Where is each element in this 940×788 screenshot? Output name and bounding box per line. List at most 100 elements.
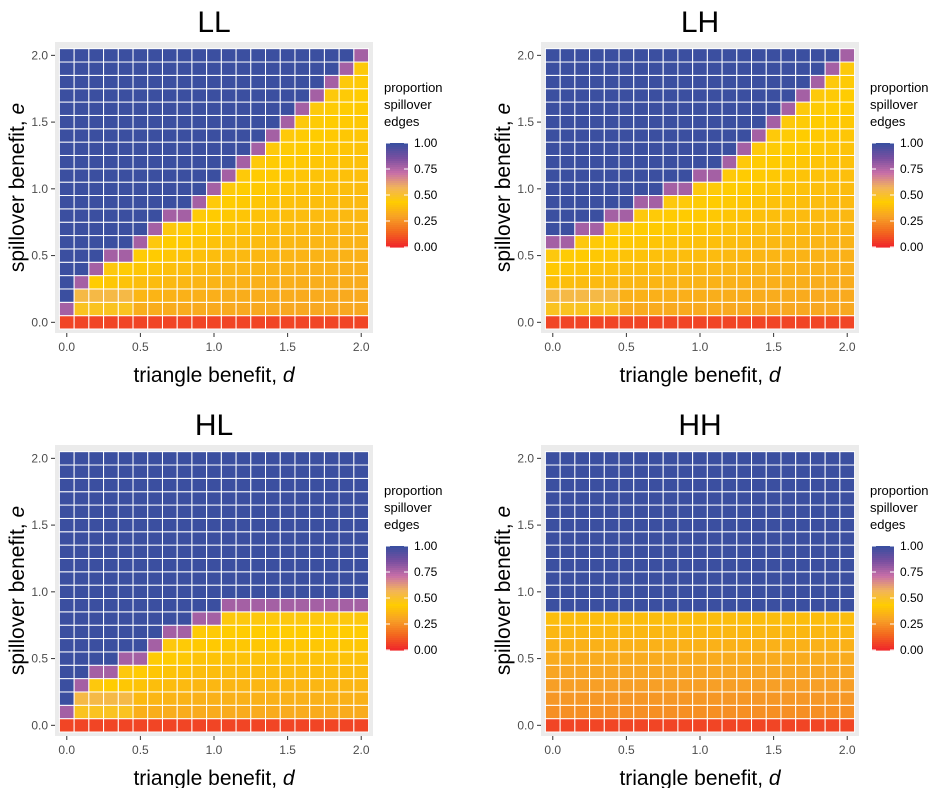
heatmap-cell bbox=[795, 61, 811, 76]
heatmap-cell bbox=[780, 154, 797, 170]
legend-swatch bbox=[872, 181, 894, 184]
heatmap-cell bbox=[559, 288, 576, 303]
heatmap-cell bbox=[721, 114, 738, 130]
heatmap-cell bbox=[73, 451, 90, 466]
heatmap-cell bbox=[839, 248, 856, 263]
legend-swatch bbox=[386, 554, 408, 557]
heatmap-cell bbox=[58, 301, 75, 317]
legend-swatch bbox=[872, 175, 894, 178]
heatmap-cell bbox=[220, 275, 237, 290]
heatmap-cell bbox=[603, 88, 620, 103]
legend-swatch bbox=[872, 568, 894, 571]
heatmap-cell bbox=[706, 571, 723, 586]
heatmap-cell bbox=[780, 531, 797, 546]
heatmap-cell bbox=[235, 101, 252, 116]
heatmap-cell bbox=[88, 88, 105, 103]
heatmap-cell bbox=[161, 704, 178, 720]
color-legend: proportionspilloveredges1.000.750.500.25… bbox=[870, 80, 929, 254]
heatmap-cell bbox=[103, 638, 119, 653]
legend-swatch bbox=[872, 596, 894, 599]
heatmap-cell bbox=[103, 208, 119, 223]
heatmap-cell bbox=[206, 718, 222, 733]
heatmap-cell bbox=[279, 664, 296, 680]
legend-swatch bbox=[872, 235, 894, 238]
heatmap-cell bbox=[751, 691, 767, 706]
heatmap-cell bbox=[73, 288, 90, 303]
heatmap-cell bbox=[589, 491, 605, 506]
legend-swatch bbox=[386, 153, 408, 156]
heatmap-cell bbox=[147, 704, 163, 720]
heatmap-cell bbox=[117, 48, 134, 63]
heatmap-cell bbox=[235, 248, 252, 263]
heatmap-cell bbox=[279, 464, 296, 479]
heatmap-cell bbox=[574, 181, 591, 197]
heatmap-cell bbox=[780, 88, 797, 103]
legend-swatch bbox=[872, 149, 894, 152]
heatmap-cell bbox=[751, 208, 767, 223]
legend-title: spillover bbox=[870, 97, 918, 112]
heatmap-cell bbox=[809, 141, 826, 156]
heatmap-cell bbox=[279, 195, 296, 210]
heatmap-cell bbox=[206, 598, 222, 613]
legend-swatch bbox=[386, 572, 408, 575]
heatmap-cell bbox=[206, 464, 222, 479]
heatmap-cell bbox=[780, 678, 797, 693]
heatmap-cell bbox=[589, 664, 605, 680]
heatmap-cell bbox=[618, 74, 635, 90]
heatmap-cell bbox=[250, 101, 267, 116]
heatmap-cell bbox=[206, 451, 222, 466]
legend-tick-label: 0.75 bbox=[414, 162, 438, 176]
heatmap-cell bbox=[235, 451, 252, 466]
heatmap-cell bbox=[323, 477, 340, 493]
heatmap-cell bbox=[574, 477, 591, 493]
legend-swatch bbox=[386, 612, 408, 615]
heatmap-cell bbox=[294, 61, 311, 76]
heatmap-cell bbox=[765, 491, 782, 506]
heatmap-cell bbox=[706, 61, 723, 76]
heatmap-cell bbox=[662, 168, 679, 183]
heatmap-cell bbox=[662, 141, 679, 156]
heatmap-cell bbox=[161, 571, 178, 586]
heatmap-cell bbox=[706, 88, 723, 103]
heatmap-cell bbox=[736, 101, 753, 116]
heatmap-cell bbox=[544, 611, 561, 626]
heatmap-cell bbox=[58, 611, 75, 626]
x-tick-label: 1.0 bbox=[206, 340, 223, 354]
heatmap-cell bbox=[633, 638, 649, 653]
heatmap-cell bbox=[721, 584, 738, 600]
heatmap-cell bbox=[161, 208, 178, 223]
heatmap-cell bbox=[250, 141, 267, 156]
heatmap-cell bbox=[574, 74, 591, 90]
legend-swatch bbox=[872, 580, 894, 583]
heatmap-cell bbox=[706, 195, 723, 210]
heatmap-cell bbox=[323, 517, 340, 533]
panel-title: LL bbox=[197, 6, 230, 39]
heatmap-cell bbox=[147, 301, 163, 317]
heatmap-cell bbox=[117, 477, 134, 493]
heatmap-cell bbox=[559, 208, 576, 223]
heatmap-cell bbox=[338, 221, 355, 237]
heatmap-cell bbox=[206, 248, 222, 263]
legend-swatch bbox=[386, 177, 408, 180]
heatmap-cell bbox=[191, 464, 208, 479]
legend-swatch bbox=[386, 594, 408, 597]
heatmap-cell bbox=[309, 718, 325, 733]
heatmap-cell bbox=[220, 531, 237, 546]
heatmap-cell bbox=[191, 491, 208, 506]
heatmap-cell bbox=[633, 48, 649, 63]
legend-swatch bbox=[386, 648, 408, 651]
heatmap-cell bbox=[338, 638, 355, 653]
heatmap-cell bbox=[73, 678, 90, 693]
heatmap-cell bbox=[73, 651, 90, 666]
heatmap-cell bbox=[323, 464, 340, 479]
heatmap-cell bbox=[353, 248, 370, 263]
heatmap-cell bbox=[633, 168, 649, 183]
heatmap-cell bbox=[647, 61, 664, 76]
heatmap-cell bbox=[751, 544, 767, 559]
heatmap-cell bbox=[824, 477, 841, 493]
heatmap-cell bbox=[206, 74, 222, 90]
heatmap-cell bbox=[103, 195, 119, 210]
heatmap-cell bbox=[176, 288, 193, 303]
heatmap-cell bbox=[633, 664, 649, 680]
heatmap-cell bbox=[574, 48, 591, 63]
